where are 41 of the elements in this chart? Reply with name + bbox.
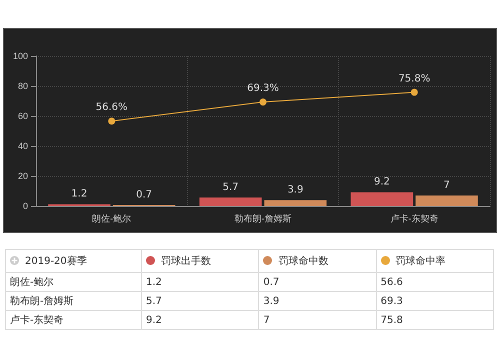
data-label: 1.2 [142,272,259,292]
data-label: 3.9 [287,184,304,196]
x-tick-label: 卢卡-东契奇 [390,214,438,224]
data-label: 9.2 [142,310,259,330]
y-tick-label: 100 [12,51,28,61]
y-tick-label: 0 [22,201,28,211]
category-label: 卢卡-东契奇 [6,310,142,330]
point [410,88,418,96]
data-label: 0.7 [136,189,152,200]
point [108,118,116,125]
data-label: 7 [444,180,450,191]
y-tick-label: 20 [18,171,28,181]
data-label: 75.8% [398,73,430,84]
data-label: 0.7 [258,272,376,292]
category-label: 勒布朗-詹姆斯 [6,292,142,310]
bar [199,197,262,206]
data-label: 5.7 [222,182,239,193]
data-label: 3.9 [258,292,376,310]
y-tick-label: 60 [18,111,28,121]
data-label: 56.6 [376,272,494,292]
bar [416,196,478,206]
data-label: 75.8 [376,310,494,330]
data-label: 1.2 [71,188,88,200]
category-label: 朗佐-鲍尔 [6,272,142,292]
data-label: 9.2 [374,176,390,188]
point [260,98,266,106]
bar [350,192,414,206]
data-label: 5.7 [142,292,259,310]
legend-label: 罚球命中率 [376,250,494,272]
data-label: 56.6% [96,102,128,114]
y-tick-label: 40 [18,141,28,151]
x-tick-label: 勒布朗-詹姆斯 [234,214,292,224]
legend-label: 罚球出手数 [142,250,259,272]
legend-title: 2019-20赛季 [6,250,142,272]
data-label: 69.3% [247,83,279,94]
x-tick-label: 朗佐-鲍尔 [92,214,132,224]
y-tick-label: 80 [18,81,28,91]
data-label: 7 [258,310,376,330]
bar [264,200,327,206]
legend-label: 罚球命中数 [258,250,376,272]
data-label: 69.3 [376,292,494,310]
